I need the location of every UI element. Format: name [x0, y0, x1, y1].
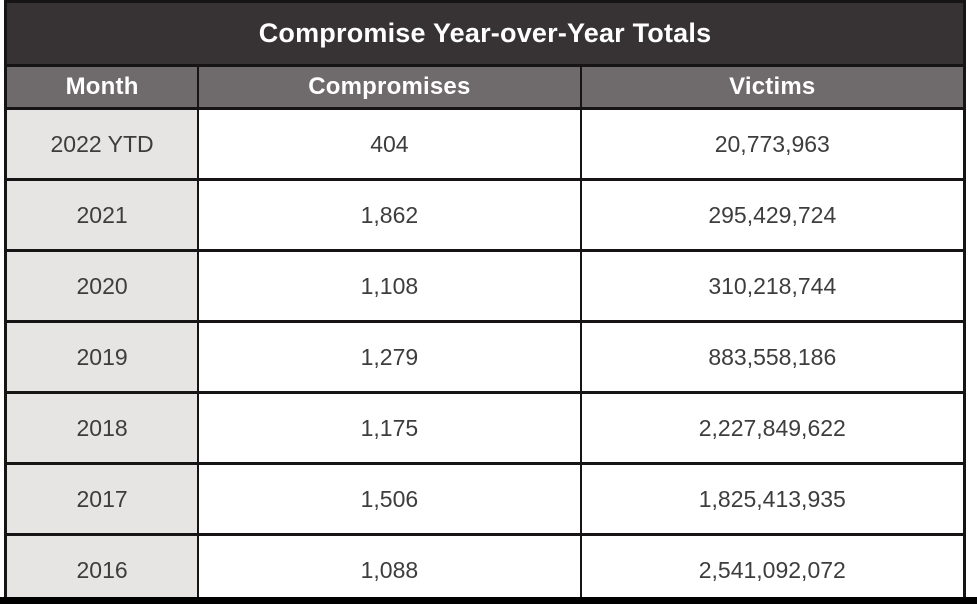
compromises-cell: 1,108	[197, 249, 582, 323]
table-row: 2017 1,506 1,825,413,935	[7, 462, 963, 536]
month-cell: 2017	[7, 462, 200, 536]
compromises-cell: 404	[197, 107, 582, 181]
victims-cell: 883,558,186	[579, 320, 963, 394]
table-row: 2021 1,862 295,429,724	[7, 178, 963, 252]
victims-cell: 295,429,724	[579, 178, 963, 252]
column-header-month: Month	[7, 67, 200, 110]
table-row: 2020 1,108 310,218,744	[7, 249, 963, 323]
victims-cell: 2,227,849,622	[579, 391, 963, 465]
compromises-cell: 1,506	[197, 462, 582, 536]
column-header-victims: Victims	[579, 67, 963, 110]
compromises-cell: 1,279	[197, 320, 582, 394]
month-cell: 2019	[7, 320, 200, 394]
bottom-strip	[0, 597, 977, 604]
table-body: 2022 YTD 404 20,773,963 2021 1,862 295,429,72…	[7, 107, 963, 604]
compromises-cell: 1,862	[197, 178, 582, 252]
column-header-compromises: Compromises	[197, 67, 582, 110]
header-row: Month Compromises Victims	[7, 67, 963, 110]
data-table: Month Compromises Victims 2022 YTD 404 20,…	[7, 67, 963, 604]
table-row: 2022 YTD 404 20,773,963	[7, 107, 963, 181]
victims-cell: 1,825,413,935	[579, 462, 963, 536]
compromise-totals-table: Compromise Year-over-Year Totals Month C…	[4, 0, 966, 604]
month-cell: 2018	[7, 391, 200, 465]
victims-cell: 20,773,963	[579, 107, 963, 181]
victims-cell: 310,218,744	[579, 249, 963, 323]
compromises-cell: 1,175	[197, 391, 582, 465]
victims-cell: 2,541,092,072	[579, 533, 963, 604]
table-row: 2018 1,175 2,227,849,622	[7, 391, 963, 465]
month-cell: 2022 YTD	[7, 107, 200, 181]
compromises-cell: 1,088	[197, 533, 582, 604]
month-cell: 2020	[7, 249, 200, 323]
month-cell: 2021	[7, 178, 200, 252]
table-title: Compromise Year-over-Year Totals	[7, 3, 963, 67]
table-row: 2019 1,279 883,558,186	[7, 320, 963, 394]
table-row: 2016 1,088 2,541,092,072	[7, 533, 963, 604]
month-cell: 2016	[7, 533, 200, 604]
